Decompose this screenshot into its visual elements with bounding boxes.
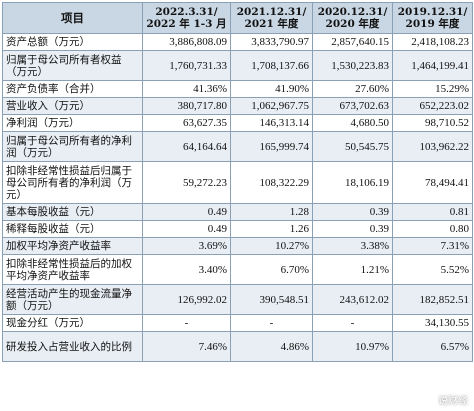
header-col-2021: 2021.12.31/2021 年度 bbox=[230, 2, 313, 34]
table-row: 基本每股收益（元） 0.49 1.28 0.39 0.81 bbox=[2, 203, 473, 221]
table-header-row: 项目 2022.3.31/2022 年 1-3 月 2021.12.31/202… bbox=[2, 2, 473, 34]
table-row: 营业收入（万元） 380,717.80 1,062,967.75 673,702… bbox=[2, 97, 473, 115]
table-row: 稀释每股收益（元） 0.49 1.26 0.39 0.80 bbox=[2, 220, 473, 238]
table-row: 研发投入占营业收入的比例 7.46% 4.86% 10.97% 6.57% bbox=[2, 331, 473, 362]
table-row: 扣除非经常性损益后归属于母公司所有者的净利润（万元） 59,272.23 108… bbox=[2, 161, 473, 204]
watermark: 说财经 bbox=[438, 396, 468, 407]
financial-data-table: 项目 2022.3.31/2022 年 1-3 月 2021.12.31/202… bbox=[2, 2, 473, 362]
table-row: 归属于母公司所有者的净利润（万元） 64,164.64 165,999.74 5… bbox=[2, 131, 473, 162]
table-row: 扣除非经常性损益后的加权平均净资产收益率 3.40% 6.70% 1.21% 5… bbox=[2, 254, 473, 285]
header-col-2019: 2019.12.31/2019 年度 bbox=[392, 2, 473, 34]
table-row: 净利润（万元） 63,627.35 146,313.14 4,680.50 98… bbox=[2, 114, 473, 132]
header-item: 项目 bbox=[2, 2, 143, 34]
table-row: 资产负债率（合并） 41.36% 41.90% 27.60% 15.29% bbox=[2, 80, 473, 98]
header-col-2020: 2020.12.31/2020 年度 bbox=[312, 2, 393, 34]
table-row: 归属于母公司所有者权益（万元） 1,760,731.33 1,708,137.6… bbox=[2, 50, 473, 81]
table-row: 现金分红（万元） - - - 34,130.55 bbox=[2, 314, 473, 332]
table-row: 资产总额（万元） 3,886,808.09 3,833,790.97 2,857… bbox=[2, 33, 473, 51]
table-row: 加权平均净资产收益率 3.69% 10.27% 3.38% 7.31% bbox=[2, 237, 473, 255]
table-row: 经营活动产生的现金流量净额（万元） 126,992.02 390,548.51 … bbox=[2, 284, 473, 315]
header-col-2022q1: 2022.3.31/2022 年 1-3 月 bbox=[142, 2, 231, 34]
